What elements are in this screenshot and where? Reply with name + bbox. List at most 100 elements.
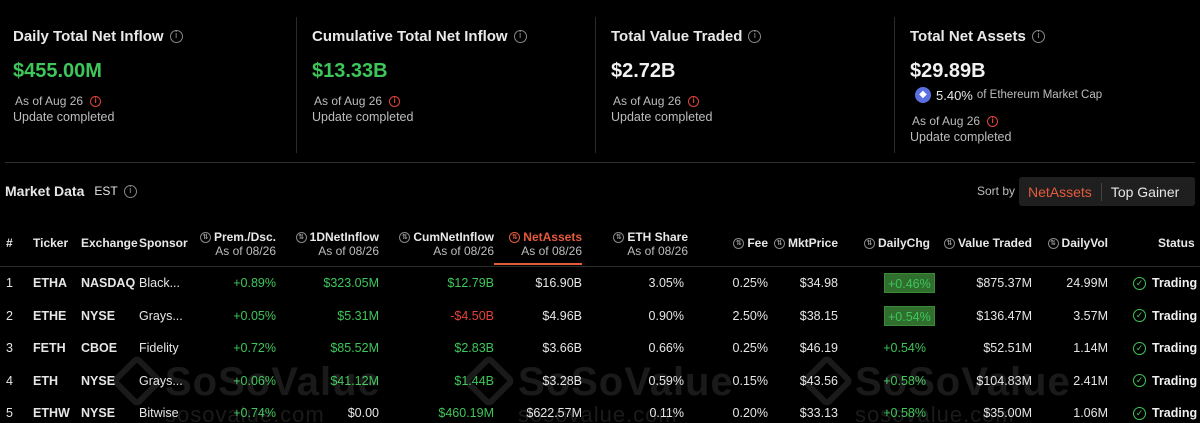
update-status: Update completed <box>312 110 414 124</box>
market-data-header: Market Data EST i <box>5 180 137 202</box>
col-prem[interactable]: ⇅ Prem./Dsc. As of 08/26 <box>191 230 276 258</box>
card-value: $13.33B <box>312 60 388 82</box>
cell-prem: +0.74% <box>233 406 276 420</box>
card-value: $455.00M <box>13 60 102 82</box>
as-of-text: As of Aug 26 <box>15 94 84 108</box>
col-cum-sub: As of 08/26 <box>433 244 494 258</box>
sort-top-gainer-button[interactable]: Top Gainer <box>1110 183 1180 200</box>
alert-icon[interactable]: i <box>688 95 700 107</box>
card-divider <box>296 17 297 153</box>
check-circle-icon: ✓ <box>1133 406 1146 420</box>
active-sort-indicator <box>494 263 582 265</box>
cell-exchange: NASDAQ <box>81 276 136 290</box>
check-circle-icon: ✓ <box>1133 309 1146 322</box>
cell-inflow: $85.52M <box>330 341 379 355</box>
status-badge: ✓ Trading <box>1133 341 1197 355</box>
col-netassets[interactable]: ⇅ NetAssets As of 08/26 <box>494 230 582 258</box>
info-icon[interactable]: i <box>1031 30 1045 43</box>
cell-cum: $1.44B <box>454 373 494 388</box>
cell-price: $38.15 <box>799 308 838 323</box>
cell-chg: +0.58% <box>883 406 926 420</box>
cell-exchange: NYSE <box>81 373 116 388</box>
col-daily-vol-label: DailyVol <box>1061 236 1108 250</box>
cell-prem: +0.89% <box>233 276 276 290</box>
table-row[interactable]: 2 ETHE NYSE Grays... +0.05% $5.31M -$4.50B $4.9… <box>0 301 1200 333</box>
alert-icon[interactable]: i <box>389 95 401 107</box>
info-icon[interactable]: i <box>169 30 183 43</box>
status-text: Trading <box>1152 373 1198 388</box>
table-row[interactable]: 1 ETHA NASDAQ Black... +0.89% $323.05M $12.79B… <box>0 268 1200 300</box>
card-divider <box>595 17 596 153</box>
cell-assets: $622.57M <box>526 406 582 420</box>
cell-sponsor: Grays... <box>139 373 183 388</box>
alert-icon[interactable]: i <box>987 115 999 127</box>
cell-fee: 0.25% <box>732 341 768 355</box>
col-eth-share-label: ETH Share <box>627 230 688 244</box>
col-eth-share[interactable]: ⇅ ETH Share As of 08/26 <box>596 230 688 258</box>
col-fee[interactable]: ⇅ Fee <box>716 236 768 250</box>
cell-inflow: $41.12M <box>330 373 379 388</box>
as-of-text: As of Aug 26 <box>314 94 383 108</box>
watermark-site: sosovalue.com <box>165 402 325 423</box>
card-divider <box>894 17 895 153</box>
info-icon[interactable]: i <box>748 30 762 43</box>
table-row[interactable]: 5 ETHW NYSE Bitwise +0.74% $0.00 $460.19M $622.… <box>0 398 1200 423</box>
info-icon[interactable]: i <box>123 184 137 198</box>
cell-assets: $3.66B <box>542 341 582 355</box>
col-daily-chg[interactable]: ⇅ DailyChg <box>848 236 930 250</box>
card-value: $2.72B <box>611 60 676 82</box>
update-status: Update completed <box>910 130 1012 144</box>
col-exchange[interactable]: Exchange <box>81 236 138 250</box>
cell-ticker: ETHE <box>33 308 67 323</box>
cell-inflow: $5.31M <box>337 308 379 323</box>
cell-vol: 1.14M <box>1073 341 1108 355</box>
info-icon[interactable]: i <box>513 30 527 43</box>
col-value-traded[interactable]: ⇅ Value Traded <box>930 236 1032 250</box>
cell-price: $34.98 <box>799 276 838 290</box>
as-of: As of Aug 26 i <box>15 94 102 108</box>
col-price[interactable]: ⇅ MktPrice <box>768 236 838 250</box>
col-sponsor[interactable]: Sponsor <box>139 236 188 250</box>
table-row[interactable]: 3 FETH CBOE Fidelity +0.72% $85.52M $2.83B $3.6… <box>0 333 1200 365</box>
cell-cum: $2.83B <box>454 341 494 355</box>
cell-ticker: ETHA <box>33 276 68 290</box>
market-cap-pct: 5.40% <box>936 87 973 103</box>
status-badge: ✓ Trading <box>1133 309 1197 323</box>
cell-ticker: ETH <box>33 373 58 388</box>
col-daily-chg-label: DailyChg <box>877 236 930 250</box>
cell-assets: $3.28B <box>542 373 582 388</box>
cell-price: $46.19 <box>799 341 838 355</box>
sort-icon: ⇅ <box>773 238 785 250</box>
cell-num: 2 <box>6 308 13 323</box>
cell-cum: -$4.50B <box>450 308 494 323</box>
sort-icon: ⇅ <box>295 232 307 244</box>
as-of: As of Aug 26 i <box>314 94 401 108</box>
header-divider <box>0 266 1200 267</box>
alert-icon[interactable]: i <box>90 95 102 107</box>
card-title: Cumulative Total Net Inflow i <box>312 28 527 45</box>
sort-divider <box>1100 182 1102 201</box>
status-badge: ✓ Trading <box>1133 406 1197 420</box>
col-ticker[interactable]: Ticker <box>33 236 69 250</box>
col-prem-label: Prem./Dsc. <box>213 230 276 244</box>
table-row[interactable]: 4 ETH NYSE Grays... +0.06% $41.12M $1.44B $3.28… <box>0 366 1200 398</box>
sort-icon: ⇅ <box>733 238 745 250</box>
sort-icon: ⇅ <box>399 232 411 244</box>
cell-exchange: CBOE <box>81 341 118 355</box>
cell-traded: $104.83M <box>976 373 1032 388</box>
status-badge: ✓ Trading <box>1133 374 1197 388</box>
col-inflow[interactable]: ⇅ 1DNetInflow As of 08/26 <box>281 230 379 258</box>
cell-exchange: NYSE <box>81 308 116 323</box>
check-circle-icon: ✓ <box>1133 276 1146 290</box>
col-cum[interactable]: ⇅ CumNetInflow As of 08/26 <box>384 230 494 258</box>
card-cumulative-net-inflow: Cumulative Total Net Inflow i $13.33B As … <box>299 14 594 154</box>
cell-num: 1 <box>6 276 13 290</box>
sort-icon: ⇅ <box>1047 238 1059 250</box>
sort-netassets-button[interactable]: NetAssets <box>1028 183 1092 200</box>
col-daily-vol[interactable]: ⇅ DailyVol <box>1036 236 1108 250</box>
sort-by-label: Sort by <box>977 184 1016 198</box>
sort-toggle: NetAssets Top Gainer <box>1019 177 1195 206</box>
cell-vol: 2.41M <box>1073 373 1108 388</box>
card-value: $29.89B <box>910 60 986 82</box>
check-circle-icon: ✓ <box>1133 374 1146 387</box>
